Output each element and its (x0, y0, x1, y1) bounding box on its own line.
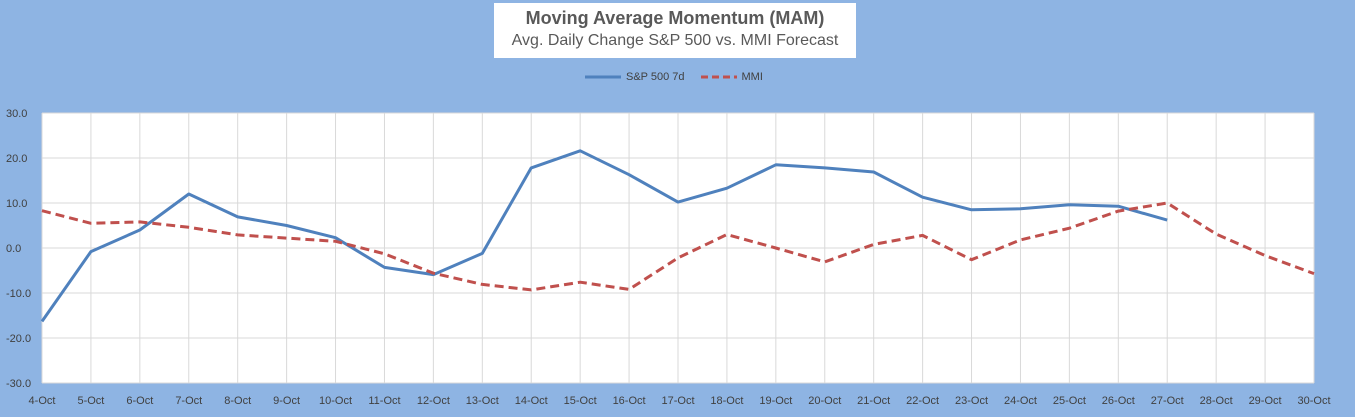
series-line-sp500 (40, 149, 1168, 323)
chart-legend: S&P 500 7d MMI (585, 68, 779, 86)
x-tick-label: 14-Oct (515, 395, 548, 407)
x-tick-label: 25-Oct (1053, 395, 1086, 407)
series-lines (40, 149, 1315, 323)
x-tick-label: 8-Oct (224, 395, 251, 407)
x-tick-label: 12-Oct (417, 395, 450, 407)
series-line-mmi (41, 201, 1315, 292)
legend-item-mmi: MMI (700, 71, 763, 83)
legend-item-sp500: S&P 500 7d (585, 71, 685, 83)
y-tick-label: -10.0 (6, 288, 31, 300)
x-tick-label: 30-Oct (1297, 395, 1330, 407)
y-tick-label: 10.0 (6, 198, 27, 210)
x-tick-label: 7-Oct (175, 395, 202, 407)
x-tick-label: 20-Oct (808, 395, 841, 407)
x-axis-tick-labels: 4-Oct 5-Oct 6-Oct 7-Oct 8-Oct 9-Oct 10-Oct 11-O… (29, 395, 1331, 407)
x-tick-label: 22-Oct (906, 395, 939, 407)
x-tick-label: 6-Oct (126, 395, 153, 407)
x-tick-label: 19-Oct (759, 395, 792, 407)
x-tick-label: 29-Oct (1249, 395, 1282, 407)
x-tick-label: 26-Oct (1102, 395, 1135, 407)
legend-swatch-mmi (700, 75, 737, 79)
x-tick-label: 15-Oct (564, 395, 597, 407)
y-tick-label: 30.0 (6, 108, 27, 120)
x-tick-label: 4-Oct (29, 395, 56, 407)
y-tick-label: 0.0 (6, 243, 21, 255)
x-tick-label: 28-Oct (1200, 395, 1233, 407)
x-tick-label: 27-Oct (1151, 395, 1184, 407)
y-tick-label: -20.0 (6, 333, 31, 345)
x-tick-label: 17-Oct (661, 395, 694, 407)
x-tick-label: 9-Oct (273, 395, 300, 407)
chart-title: Moving Average Momentum (MAM) (525, 8, 825, 28)
y-axis-tick-labels: 30.0 20.0 10.0 0.0 -10.0 -20.0 -30.0 (6, 108, 31, 390)
x-tick-label: 5-Oct (77, 395, 104, 407)
x-tick-label: 24-Oct (1004, 395, 1037, 407)
x-tick-label: 21-Oct (857, 395, 890, 407)
x-tick-label: 10-Oct (319, 395, 352, 407)
y-tick-label: -30.0 (6, 378, 31, 390)
legend-label-sp500: S&P 500 7d (626, 71, 685, 83)
legend-swatch-sp500 (585, 75, 621, 79)
x-tick-label: 16-Oct (613, 395, 646, 407)
x-tick-label: 18-Oct (710, 395, 743, 407)
x-tick-label: 23-Oct (955, 395, 988, 407)
chart-title-box: Moving Average Momentum (MAM) Avg. Daily… (494, 3, 856, 58)
chart-subtitle: Avg. Daily Change S&P 500 vs. MMI Foreca… (511, 32, 839, 49)
x-tick-label: 13-Oct (466, 395, 499, 407)
y-tick-label: 20.0 (6, 153, 27, 165)
legend-label-mmi: MMI (741, 71, 763, 83)
x-tick-label: 11-Oct (368, 395, 400, 407)
